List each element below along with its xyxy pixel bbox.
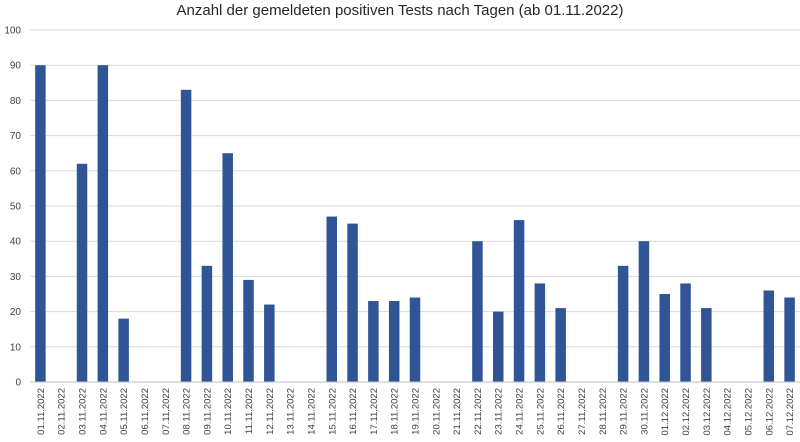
x-tick-label: 02.12.2022	[681, 388, 692, 436]
bar	[763, 290, 775, 382]
x-tick-label: 08.11.2022	[182, 388, 193, 435]
x-tick-label: 15.11.2022	[327, 388, 338, 435]
bar	[617, 265, 629, 382]
bar	[243, 279, 254, 382]
x-tick-label: 01.11.2022	[36, 388, 47, 435]
x-tick-label: 24.11.2022	[515, 388, 526, 435]
x-tick-label: 05.11.2022	[119, 388, 130, 435]
bar	[680, 283, 691, 382]
x-tick-label: 16.11.2022	[348, 388, 359, 435]
bar	[492, 311, 504, 382]
x-tick-label: 17.11.2022	[369, 388, 380, 435]
y-tick-label: 70	[10, 131, 22, 142]
bar	[97, 65, 109, 382]
y-tick-label: 100	[4, 26, 21, 37]
bar	[555, 308, 566, 382]
x-tick-label: 12.11.2022	[265, 388, 276, 435]
bar	[472, 241, 483, 382]
bar	[326, 216, 338, 382]
x-tick-label: 21.11.2022	[452, 388, 463, 435]
x-tick-label: 28.11.2022	[598, 388, 609, 435]
x-tick-label: 03.12.2022	[702, 388, 713, 436]
y-tick-label: 90	[10, 61, 22, 72]
x-tick-label: 07.11.2022	[161, 388, 172, 435]
x-tick-label: 10.11.2022	[223, 388, 234, 435]
y-tick-label: 40	[10, 237, 22, 248]
x-tick-label: 29.11.2022	[619, 388, 630, 435]
x-tick-label: 22.11.2022	[473, 388, 484, 435]
x-tick-label: 06.12.2022	[764, 388, 775, 436]
x-tick-label: 20.11.2022	[431, 388, 442, 435]
x-tick-label: 23.11.2022	[494, 388, 505, 435]
x-axis-ticks: 01.11.2022 02.11.2022 03.11.2022 04.11.2022…	[36, 388, 796, 436]
x-tick-label: 27.11.2022	[577, 388, 588, 435]
x-tick-label: 18.11.2022	[390, 388, 401, 435]
bar	[368, 301, 379, 382]
x-tick-label: 11.11.2022	[244, 388, 255, 434]
bar	[347, 223, 358, 382]
x-tick-label: 03.11.2022	[78, 388, 89, 435]
x-tick-label: 30.11.2022	[639, 388, 650, 435]
bar	[534, 283, 546, 382]
y-tick-label: 20	[10, 307, 22, 318]
y-tick-label: 60	[10, 166, 22, 177]
bar	[409, 297, 421, 382]
bar	[180, 89, 192, 382]
x-tick-label: 09.11.2022	[202, 388, 213, 435]
x-tick-label: 07.12.2022	[785, 388, 796, 436]
bar	[222, 153, 233, 382]
x-tick-label: 05.12.2022	[743, 388, 754, 436]
bar	[201, 265, 213, 382]
bar	[388, 301, 400, 382]
bar	[784, 297, 795, 382]
y-tick-label: 80	[10, 96, 22, 107]
y-tick-label: 30	[10, 272, 22, 283]
x-tick-label: 01.12.2022	[660, 388, 671, 436]
bar	[659, 294, 670, 382]
bar	[701, 308, 712, 382]
chart-title: Anzahl der gemeldeten positiven Tests na…	[176, 2, 624, 19]
x-tick-label: 19.11.2022	[411, 388, 422, 435]
x-tick-label: 26.11.2022	[556, 388, 567, 435]
bar	[513, 220, 525, 382]
x-tick-label: 06.11.2022	[140, 388, 151, 435]
bars	[35, 65, 795, 382]
bar	[264, 304, 275, 382]
x-tick-label: 02.11.2022	[57, 388, 68, 435]
bar	[638, 241, 650, 382]
x-tick-label: 14.11.2022	[306, 388, 317, 435]
x-tick-label: 04.11.2022	[98, 388, 109, 435]
y-tick-label: 0	[15, 378, 21, 389]
y-axis-ticks: 0 10 20 30 40 50 60 70 80 90 100	[4, 26, 21, 389]
y-tick-label: 10	[10, 342, 22, 353]
x-tick-label: 04.12.2022	[723, 388, 734, 436]
x-tick-label: 13.11.2022	[286, 388, 297, 435]
bar	[118, 318, 129, 382]
y-tick-label: 50	[10, 202, 22, 213]
bar	[35, 65, 46, 382]
x-tick-label: 25.11.2022	[535, 388, 546, 435]
bar	[76, 163, 88, 382]
